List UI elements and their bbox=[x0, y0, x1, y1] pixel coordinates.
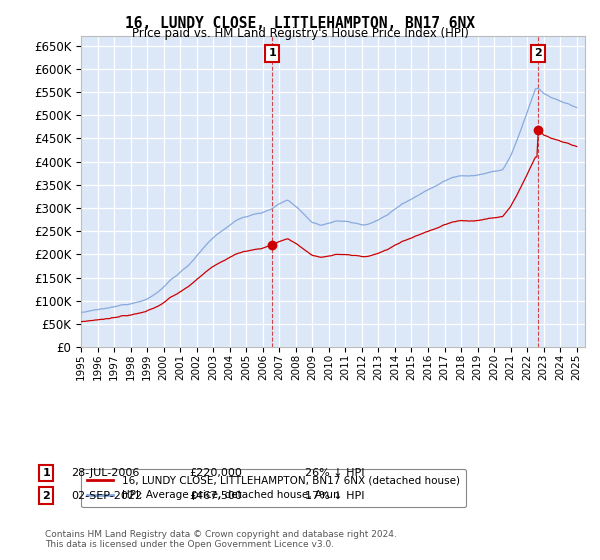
Text: £467,500: £467,500 bbox=[189, 491, 242, 501]
Text: 2: 2 bbox=[535, 49, 542, 58]
Text: £220,000: £220,000 bbox=[189, 468, 242, 478]
Text: 17% ↓ HPI: 17% ↓ HPI bbox=[305, 491, 364, 501]
Text: 1: 1 bbox=[43, 468, 50, 478]
Text: Contains HM Land Registry data © Crown copyright and database right 2024.
This d: Contains HM Land Registry data © Crown c… bbox=[45, 530, 397, 549]
Text: 1: 1 bbox=[268, 49, 276, 58]
Text: Price paid vs. HM Land Registry's House Price Index (HPI): Price paid vs. HM Land Registry's House … bbox=[131, 27, 469, 40]
Text: 02-SEP-2022: 02-SEP-2022 bbox=[71, 491, 142, 501]
Text: 2: 2 bbox=[43, 491, 50, 501]
Text: 28-JUL-2006: 28-JUL-2006 bbox=[71, 468, 139, 478]
Text: 16, LUNDY CLOSE, LITTLEHAMPTON, BN17 6NX: 16, LUNDY CLOSE, LITTLEHAMPTON, BN17 6NX bbox=[125, 16, 475, 31]
Text: 26% ↓ HPI: 26% ↓ HPI bbox=[305, 468, 364, 478]
Legend: 16, LUNDY CLOSE, LITTLEHAMPTON, BN17 6NX (detached house), HPI: Average price, d: 16, LUNDY CLOSE, LITTLEHAMPTON, BN17 6NX… bbox=[81, 469, 466, 507]
